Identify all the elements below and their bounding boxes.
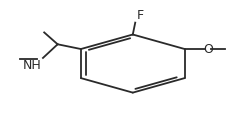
Text: NH: NH <box>23 59 42 72</box>
Text: O: O <box>203 42 213 56</box>
Text: F: F <box>137 9 144 22</box>
